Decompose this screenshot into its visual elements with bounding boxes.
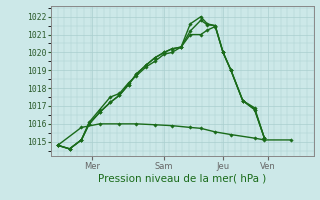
X-axis label: Pression niveau de la mer( hPa ): Pression niveau de la mer( hPa ) [98,173,267,183]
